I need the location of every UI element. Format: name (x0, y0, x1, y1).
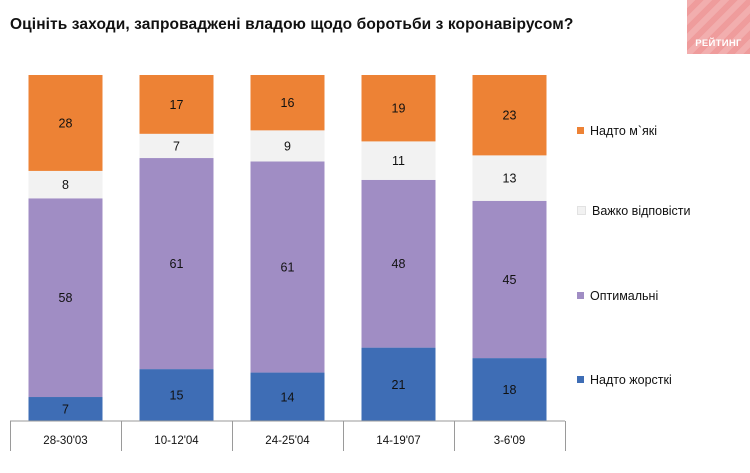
brand-logo: РЕЙТИНГ (687, 0, 750, 54)
data-label-hard-to-say: 7 (173, 139, 180, 153)
data-label-hard-to-say: 13 (503, 172, 517, 186)
data-label-hard-to-say: 9 (284, 139, 291, 153)
bar-segment-hard-to-say (472, 155, 547, 201)
data-label-too-soft: 19 (392, 102, 406, 116)
legend-item-hard-to-say: Важко відповісти (577, 204, 691, 218)
legend-swatch-too-soft (577, 127, 584, 135)
bar-segment-hard-to-say (28, 170, 103, 199)
data-label-too-soft: 17 (170, 98, 184, 112)
legend-swatch-too-strict (577, 376, 584, 384)
bar-segment-too-strict (139, 369, 214, 421)
data-label-hard-to-say: 8 (62, 178, 69, 192)
data-label-too-strict: 14 (281, 390, 295, 404)
bar-segment-hard-to-say (361, 141, 436, 180)
data-label-too-soft: 28 (59, 116, 73, 130)
x-tick-label: 28-30'03 (43, 435, 87, 447)
legend-item-too-soft: Надто м`які (577, 124, 657, 138)
bar-segment-too-strict (250, 372, 325, 421)
bar-segment-optimal (250, 161, 325, 373)
chart-title: Оцініть заходи, запроваджені владою щодо… (10, 16, 574, 33)
legend-label-too-strict: Надто жорсткі (590, 373, 672, 387)
data-label-too-strict: 7 (62, 403, 69, 417)
bar-segment-optimal (28, 198, 103, 398)
bar-segment-optimal (361, 179, 436, 348)
legend-label-optimal: Оптимальні (590, 289, 659, 303)
data-label-optimal: 45 (503, 273, 517, 287)
legend-swatch-optimal (577, 292, 584, 300)
legend-swatch-hard-to-say (577, 206, 586, 216)
bar-segment-hard-to-say (250, 130, 325, 162)
bar-segment-too-strict (472, 358, 547, 421)
bar-segment-too-soft (28, 75, 103, 171)
legend-item-too-strict: Надто жорсткі (577, 373, 672, 387)
data-label-optimal: 61 (170, 257, 184, 271)
brand-logo-text: РЕЙТИНГ (695, 38, 742, 49)
bar-segment-too-soft (472, 75, 547, 156)
data-label-too-strict: 21 (392, 378, 406, 392)
x-tick-label: 10-12'04 (154, 435, 199, 447)
data-label-too-strict: 15 (170, 389, 184, 403)
legend-label-hard-to-say: Важко відповісти (592, 204, 691, 218)
bar-segment-too-soft (139, 75, 214, 134)
bar-segment-too-strict (28, 397, 103, 421)
legend-item-optimal: Оптимальні (577, 289, 658, 303)
bar-segment-optimal (472, 200, 547, 359)
data-label-too-strict: 18 (503, 383, 517, 397)
data-label-too-soft: 23 (503, 109, 517, 123)
x-tick-label: 24-25'04 (265, 435, 310, 447)
bar-segment-too-soft (361, 75, 436, 142)
data-label-optimal: 58 (59, 291, 73, 305)
data-label-too-soft: 16 (281, 96, 295, 110)
bar-segment-hard-to-say (139, 133, 214, 159)
bar-segment-optimal (139, 158, 214, 370)
x-tick-label: 14-19'07 (376, 435, 420, 447)
data-label-optimal: 48 (392, 257, 406, 271)
bar-segment-too-strict (361, 347, 436, 421)
legend-label-too-soft: Надто м`які (590, 124, 658, 138)
data-label-hard-to-say: 11 (392, 154, 405, 168)
bar-segment-too-soft (250, 75, 325, 131)
x-tick-label: 3-6'09 (494, 435, 526, 447)
data-label-optimal: 61 (281, 261, 295, 275)
